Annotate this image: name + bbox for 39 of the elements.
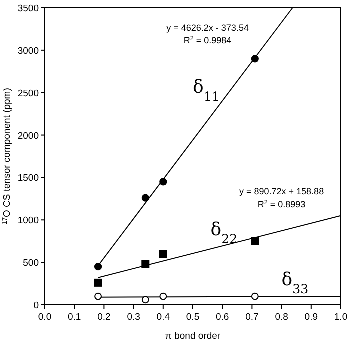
- series-label: δ$_{22}$: [210, 219, 238, 246]
- point: [142, 260, 150, 268]
- x-tick-label: 0.1: [68, 312, 82, 323]
- annotation: R$^{2}$ = 0.9984: [184, 35, 232, 46]
- y-tick-label: 2500: [18, 88, 39, 100]
- annotation: y = 890.72x + 158.88: [240, 186, 324, 197]
- point: [94, 292, 102, 300]
- series-label: δ$_{33}$: [282, 269, 309, 296]
- annotation: y = 4626.2x - 373.54: [166, 22, 249, 33]
- y-tick-label: 1500: [18, 173, 39, 184]
- y-tick-label: 1000: [18, 216, 39, 227]
- x-tick-label: 0.3: [127, 312, 140, 323]
- point: [94, 263, 102, 271]
- y-tick-label: 0: [34, 300, 39, 312]
- point: [159, 250, 168, 258]
- point: [251, 55, 259, 63]
- x-tick-label: 0.9: [304, 312, 318, 323]
- point: [160, 178, 168, 186]
- annotation: R$^{2}$ = 0.8993: [258, 198, 306, 210]
- point: [251, 292, 259, 300]
- series-label: δ$_{11}$: [193, 76, 220, 104]
- point: [142, 194, 150, 202]
- x-tick-label: 0.5: [186, 312, 200, 323]
- x-tick-label: 0.0: [38, 312, 52, 323]
- x-tick-label: 1.0: [334, 312, 348, 323]
- y-tick-label: 3500: [18, 4, 39, 14]
- point: [160, 292, 168, 300]
- point: [251, 237, 260, 246]
- x-tick-label: 0.4: [156, 312, 170, 323]
- y-tick-label: 2000: [18, 130, 39, 142]
- y-tick-label: 3000: [18, 46, 39, 57]
- x-axis-title: π bond order: [165, 331, 221, 342]
- x-tick-label: 0.8: [275, 312, 288, 323]
- y-tick-label: 500: [23, 258, 39, 270]
- x-tick-label: 0.2: [98, 312, 111, 323]
- x-tick-label: 0.6: [216, 312, 230, 323]
- point: [94, 278, 102, 287]
- point: [142, 296, 150, 304]
- x-tick-label: 0.7: [246, 312, 259, 323]
